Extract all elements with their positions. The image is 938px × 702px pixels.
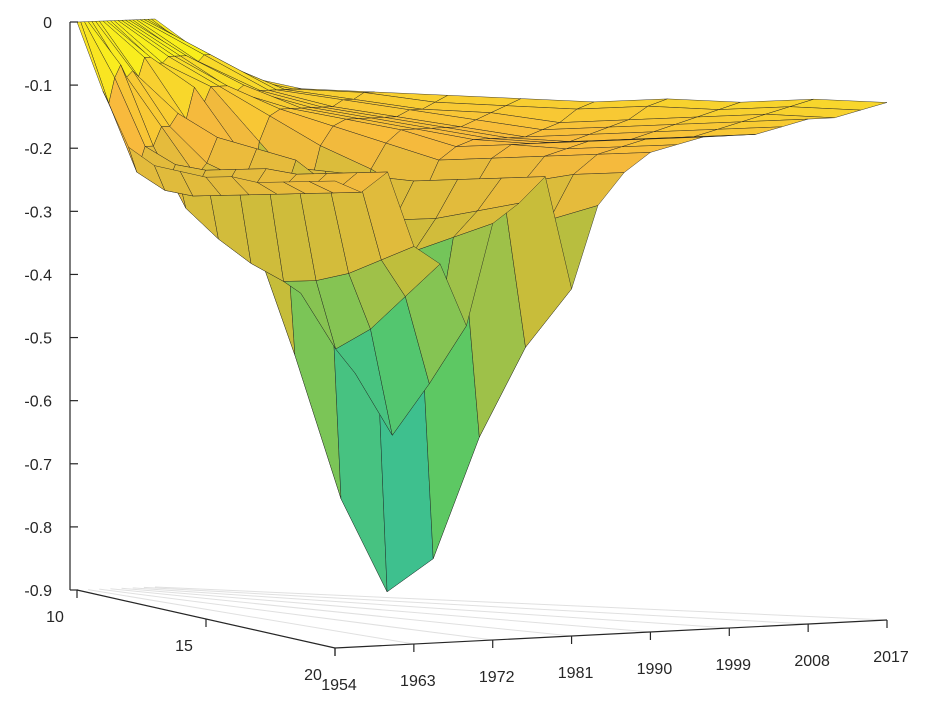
x-grid-line bbox=[88, 589, 414, 645]
z-tick-label: 0 bbox=[43, 15, 52, 32]
x-tick-label: 1954 bbox=[321, 677, 357, 694]
z-tick-label: -0.2 bbox=[24, 141, 52, 158]
y-tick-label: 20 bbox=[304, 667, 322, 684]
z-tick-label: -0.8 bbox=[24, 520, 52, 537]
x-tick-label: 1963 bbox=[400, 673, 436, 690]
x-tick-label: 1990 bbox=[637, 661, 673, 678]
x-grid-line bbox=[154, 586, 888, 621]
z-tick-label: -0.5 bbox=[24, 331, 52, 348]
x-tick-label: 2017 bbox=[873, 649, 909, 666]
axis-layer: 0 -0.1 -0.2 -0.3 -0.4 -0.5 -0.6 -0.7 -0.8 -0.9 10 1… bbox=[24, 15, 908, 694]
y-tick-label: 10 bbox=[46, 609, 64, 626]
x-grid-line bbox=[132, 587, 730, 629]
z-tick-label: -0.1 bbox=[24, 78, 52, 95]
z-tick-label: -0.7 bbox=[24, 457, 52, 474]
z-tick-label: -0.9 bbox=[24, 583, 52, 600]
z-tick-label: -0.4 bbox=[24, 267, 52, 284]
x-grid-line bbox=[110, 588, 572, 637]
x-grid-line bbox=[143, 586, 809, 625]
grid-layer bbox=[76, 586, 888, 649]
x-axis-line bbox=[334, 619, 888, 649]
x-tick-label: 1999 bbox=[715, 657, 751, 674]
z-tick-label: -0.6 bbox=[24, 394, 52, 411]
y-tick-label: 15 bbox=[175, 638, 193, 655]
x-tick-label: 1981 bbox=[558, 665, 594, 682]
surface-layer bbox=[76, 18, 888, 593]
x-tick-label: 2008 bbox=[794, 653, 830, 670]
z-tick-label: -0.3 bbox=[24, 204, 52, 221]
x-grid-line bbox=[121, 587, 651, 633]
surface-facet bbox=[309, 180, 362, 194]
x-tick-label: 1972 bbox=[479, 669, 515, 686]
x-grid-line bbox=[99, 588, 493, 641]
